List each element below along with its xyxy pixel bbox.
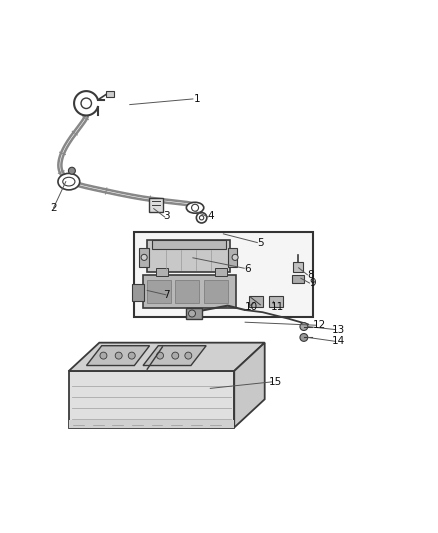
Polygon shape (86, 346, 150, 366)
Circle shape (156, 352, 163, 359)
Bar (143, 275, 237, 308)
Text: 7: 7 (163, 290, 170, 300)
Text: 9: 9 (309, 278, 316, 288)
Circle shape (199, 215, 204, 220)
Circle shape (196, 213, 207, 223)
Circle shape (115, 352, 122, 359)
Bar (228, 248, 237, 268)
Text: 12: 12 (312, 320, 326, 330)
Text: 8: 8 (307, 270, 314, 280)
Bar (132, 284, 144, 301)
Text: 14: 14 (332, 336, 345, 346)
Circle shape (81, 98, 92, 109)
Circle shape (172, 352, 179, 359)
Circle shape (191, 204, 198, 211)
Text: 3: 3 (163, 212, 170, 221)
Circle shape (232, 254, 238, 261)
Polygon shape (69, 371, 234, 427)
Circle shape (185, 352, 192, 359)
Bar (134, 232, 313, 317)
Circle shape (300, 322, 308, 330)
Bar (139, 248, 149, 268)
Circle shape (68, 167, 75, 174)
Polygon shape (69, 343, 265, 371)
Ellipse shape (58, 173, 80, 190)
Bar (156, 268, 168, 276)
Bar (176, 279, 199, 303)
Bar (106, 91, 114, 97)
Bar (147, 279, 171, 303)
Ellipse shape (63, 177, 75, 186)
Polygon shape (234, 343, 265, 427)
Circle shape (300, 334, 308, 341)
Ellipse shape (186, 203, 204, 213)
Circle shape (128, 352, 135, 359)
Text: 2: 2 (50, 203, 57, 213)
Bar (268, 296, 283, 307)
Bar (293, 262, 303, 272)
Bar (292, 275, 304, 283)
Text: 15: 15 (269, 377, 282, 387)
Polygon shape (143, 346, 206, 366)
Bar (147, 240, 230, 272)
Bar (69, 419, 234, 427)
Text: 6: 6 (244, 264, 251, 273)
Text: 5: 5 (257, 238, 264, 247)
Text: 11: 11 (271, 302, 284, 312)
Circle shape (141, 254, 147, 261)
Bar (152, 240, 226, 249)
Bar (204, 279, 228, 303)
Text: 1: 1 (194, 94, 201, 104)
Bar (249, 296, 262, 307)
Text: 10: 10 (245, 302, 258, 312)
Text: 13: 13 (332, 325, 345, 335)
Bar (186, 308, 201, 319)
Text: 4: 4 (207, 212, 214, 221)
Bar (215, 268, 227, 276)
Circle shape (100, 352, 107, 359)
Bar (149, 198, 163, 212)
Circle shape (188, 310, 195, 317)
